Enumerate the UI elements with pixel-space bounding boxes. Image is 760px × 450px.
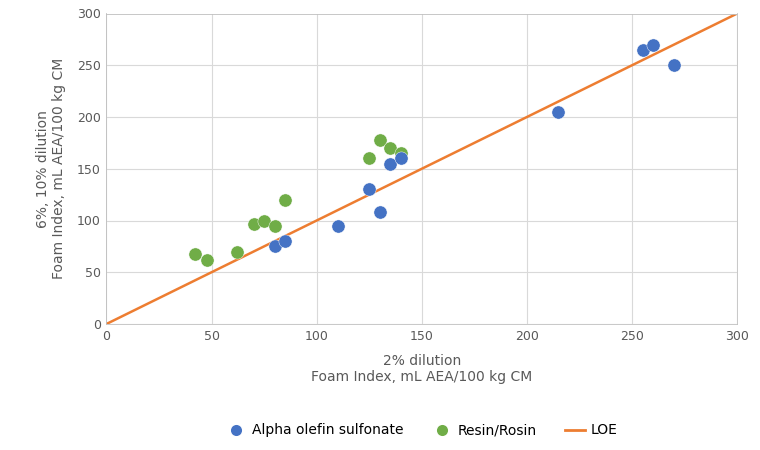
Point xyxy=(553,108,565,115)
Point xyxy=(268,243,280,250)
Point xyxy=(231,248,243,255)
Point xyxy=(668,62,680,69)
Y-axis label: 6%, 10% dilution
Foam Index, mL AEA/100 kg CM: 6%, 10% dilution Foam Index, mL AEA/100 … xyxy=(36,58,66,279)
Point xyxy=(279,238,291,245)
Point xyxy=(248,220,260,227)
Legend: Alpha olefin sulfonate, Resin/Rosin, LOE: Alpha olefin sulfonate, Resin/Rosin, LOE xyxy=(220,418,623,443)
Point xyxy=(384,160,397,167)
Point xyxy=(363,155,375,162)
Point xyxy=(188,250,201,257)
Point xyxy=(394,155,407,162)
Point xyxy=(636,46,648,53)
Point xyxy=(331,222,344,229)
Point xyxy=(363,186,375,193)
Point xyxy=(374,136,386,144)
Point xyxy=(258,217,271,224)
Point xyxy=(374,209,386,216)
Point xyxy=(394,149,407,157)
Point xyxy=(647,41,659,48)
Point xyxy=(268,222,280,229)
Point xyxy=(279,196,291,203)
Point xyxy=(201,256,214,263)
X-axis label: 2% dilution
Foam Index, mL AEA/100 kg CM: 2% dilution Foam Index, mL AEA/100 kg CM xyxy=(311,354,533,384)
Point xyxy=(384,144,397,152)
